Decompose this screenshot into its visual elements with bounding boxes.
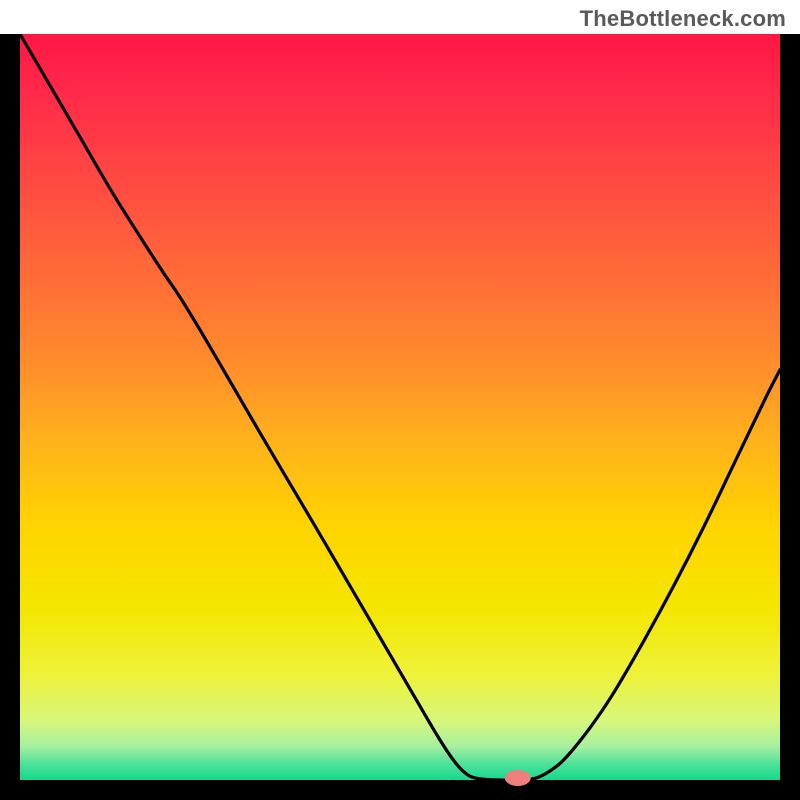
bottleneck-chart [0, 0, 800, 800]
chart-stage: TheBottleneck.com [0, 0, 800, 800]
optimum-marker [505, 770, 531, 786]
plot-gradient-background [20, 34, 780, 780]
